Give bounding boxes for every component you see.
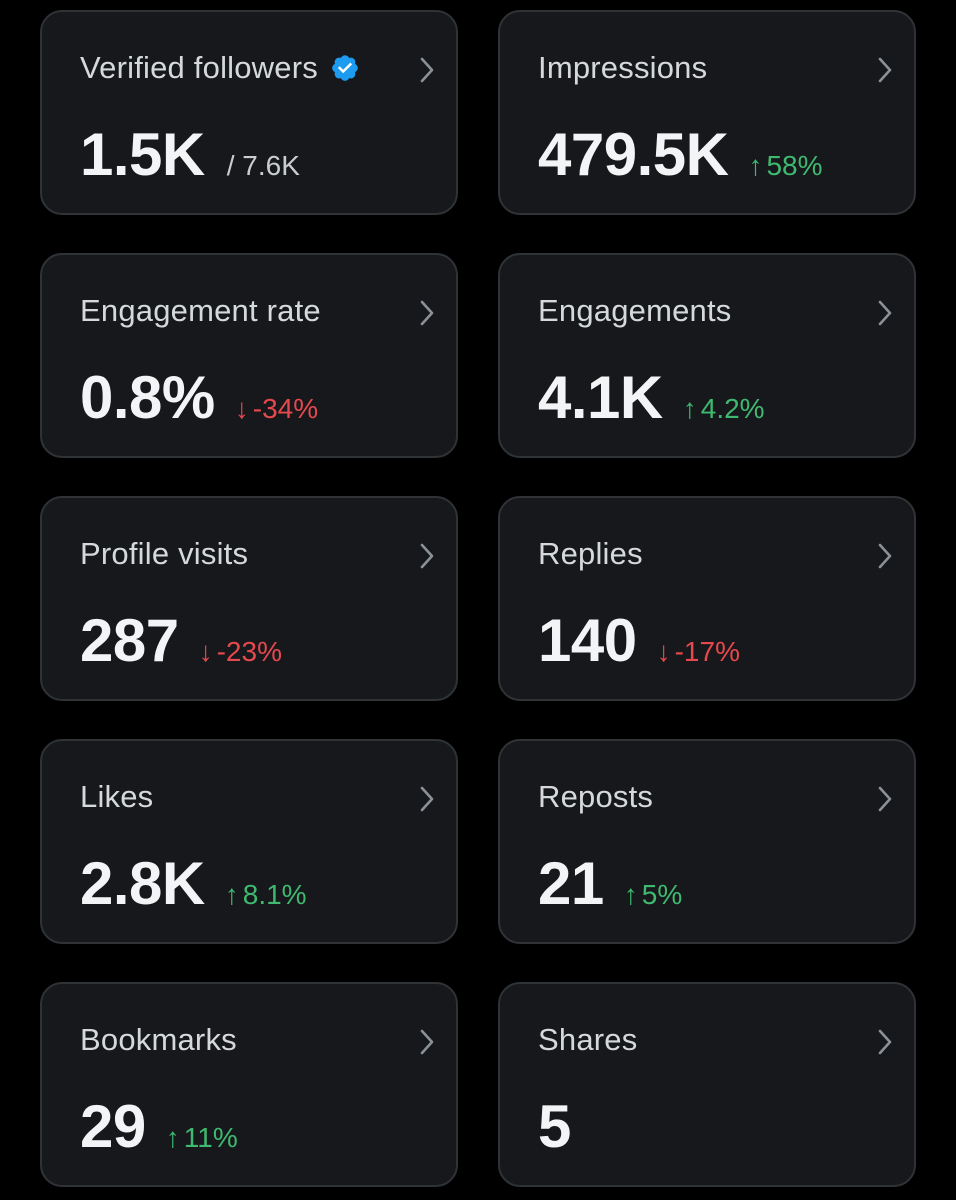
chevron-right-icon [878, 300, 892, 326]
metric-change-value: 58% [766, 150, 823, 181]
chevron-right-icon [878, 543, 892, 569]
card-bookmarks[interactable]: Bookmarks 29 ↑ 11% [40, 982, 458, 1187]
metric-change-value: 4.2% [700, 393, 765, 424]
metric-change: ↑ 4.2% [683, 393, 765, 425]
card-engagement-rate[interactable]: Engagement rate 0.8% ↓ -34% [40, 253, 458, 458]
metric-change-value: 5% [641, 879, 683, 910]
chevron-right-icon [878, 1029, 892, 1055]
arrow-down-icon: ↓ [234, 393, 249, 424]
card-reposts[interactable]: Reposts 21 ↑ 5% [498, 739, 916, 944]
card-title: Bookmarks [80, 1022, 237, 1058]
chevron-right-icon [878, 786, 892, 812]
card-impressions[interactable]: Impressions 479.5K ↑ 58% [498, 10, 916, 215]
card-title: Replies [538, 536, 643, 572]
metric-value-row: 21 ↑ 5% [538, 849, 682, 918]
metric-value-row: 0.8% ↓ -34% [80, 363, 318, 432]
metric-value: 2.8K [80, 850, 205, 917]
card-title: Verified followers [80, 50, 360, 86]
card-engagements[interactable]: Engagements 4.1K ↑ 4.2% [498, 253, 916, 458]
arrow-up-icon: ↑ [682, 393, 697, 424]
metric-value-row: 287 ↓ -23% [80, 606, 282, 675]
chevron-right-icon [420, 1029, 434, 1055]
metric-change: ↓ -17% [657, 636, 740, 668]
metric-value: 287 [80, 607, 179, 674]
card-title-label: Likes [80, 779, 154, 814]
card-title: Profile visits [80, 536, 248, 572]
arrow-up-icon: ↑ [224, 879, 239, 910]
metric-change: ↑ 5% [624, 879, 682, 911]
metric-value: 4.1K [538, 364, 663, 431]
verified-badge-icon [332, 55, 358, 81]
metric-value: 140 [538, 607, 637, 674]
card-title: Reposts [538, 779, 653, 815]
chevron-right-icon [878, 57, 892, 83]
metric-value: 5 [538, 1093, 571, 1160]
card-title-label: Engagements [538, 293, 732, 328]
card-replies[interactable]: Replies 140 ↓ -17% [498, 496, 916, 701]
card-shares[interactable]: Shares 5 [498, 982, 916, 1187]
arrow-down-icon: ↓ [656, 636, 671, 667]
metric-change-value: -34% [252, 393, 319, 424]
metric-value-row: 140 ↓ -17% [538, 606, 740, 675]
metric-change: ↑ 11% [166, 1122, 238, 1154]
metric-value-row: 4.1K ↑ 4.2% [538, 363, 765, 432]
arrow-up-icon: ↑ [623, 879, 638, 910]
card-title-label: Profile visits [80, 536, 249, 571]
card-title: Impressions [538, 50, 707, 86]
metric-value-row: 1.5K / 7.6K [80, 120, 300, 189]
metric-value: 21 [538, 850, 604, 917]
metrics-grid: Verified followers 1.5K / 7.6K Impressio… [40, 10, 916, 1187]
metric-change-value: -23% [216, 636, 282, 667]
card-title: Shares [538, 1022, 637, 1058]
card-title-label: Impressions [538, 50, 708, 85]
card-title-label: Bookmarks [80, 1022, 237, 1057]
arrow-up-icon: ↑ [748, 150, 763, 181]
card-verified-followers[interactable]: Verified followers 1.5K / 7.6K [40, 10, 458, 215]
chevron-right-icon [420, 300, 434, 326]
metric-total: / 7.6K [226, 150, 300, 181]
chevron-right-icon [420, 786, 434, 812]
metric-change: ↑ 58% [748, 150, 822, 182]
card-title: Engagements [538, 293, 732, 329]
metric-value: 29 [80, 1093, 146, 1160]
card-profile-visits[interactable]: Profile visits 287 ↓ -23% [40, 496, 458, 701]
card-title-label: Replies [538, 536, 643, 571]
arrow-down-icon: ↓ [198, 636, 213, 667]
metric-value: 0.8% [80, 364, 215, 431]
metric-change: ↓ -23% [199, 636, 282, 668]
metric-change-value: 8.1% [242, 879, 307, 910]
card-title-label: Reposts [538, 779, 654, 814]
metric-value-row: 479.5K ↑ 58% [538, 120, 823, 189]
metric-change-value: -17% [674, 636, 740, 667]
metric-change: ↓ -34% [235, 393, 318, 425]
card-title: Likes [80, 779, 153, 815]
metric-value-row: 5 [538, 1092, 571, 1161]
metric-value-row: 29 ↑ 11% [80, 1092, 238, 1161]
arrow-up-icon: ↑ [165, 1122, 180, 1153]
metric-value: 1.5K [80, 121, 205, 188]
metric-change: ↑ 8.1% [225, 879, 307, 911]
metric-value-row: 2.8K ↑ 8.1% [80, 849, 307, 918]
chevron-right-icon [420, 543, 434, 569]
metric-value: 479.5K [538, 121, 729, 188]
card-likes[interactable]: Likes 2.8K ↑ 8.1% [40, 739, 458, 944]
card-title-label: Shares [538, 1022, 638, 1057]
card-title-label: Verified followers [80, 50, 318, 85]
card-title-label: Engagement rate [80, 293, 321, 328]
chevron-right-icon [420, 57, 434, 83]
card-title: Engagement rate [80, 293, 321, 329]
metric-change-value: 11% [183, 1122, 238, 1153]
